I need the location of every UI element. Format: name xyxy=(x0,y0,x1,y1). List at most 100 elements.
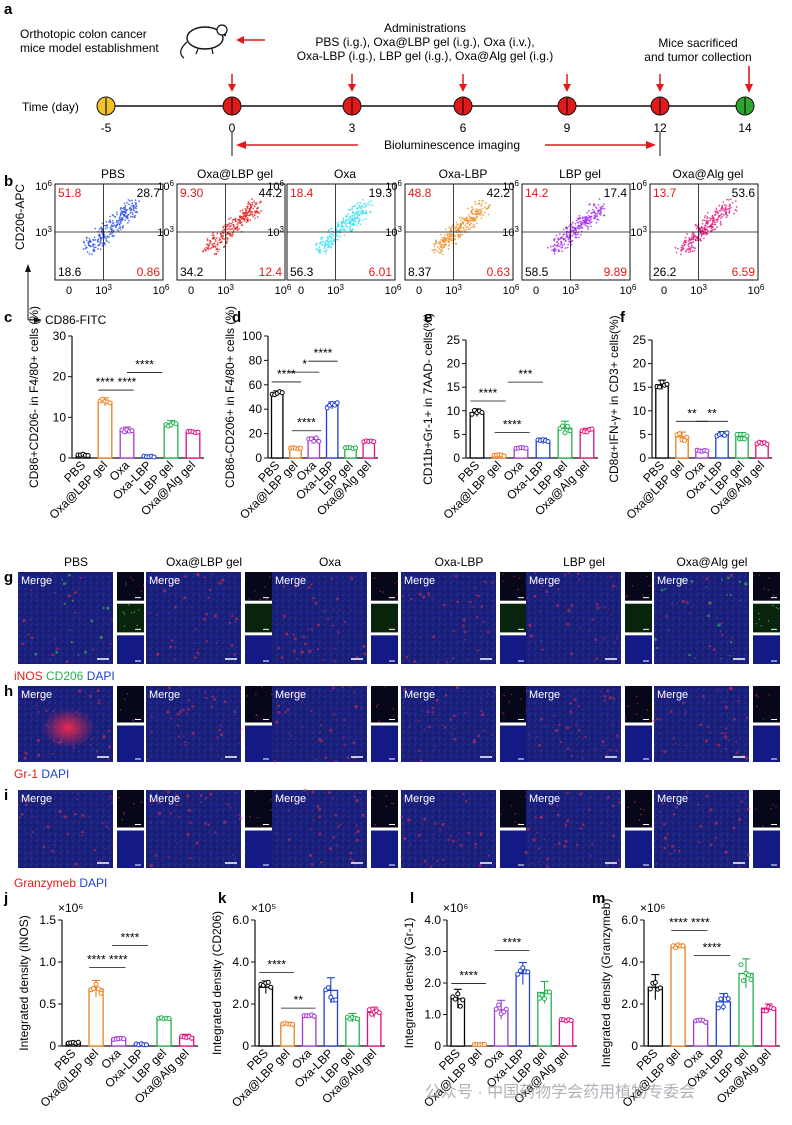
data-point xyxy=(143,1042,149,1048)
data-point xyxy=(129,428,135,434)
merge-label: Merge xyxy=(275,575,306,587)
flow-plot-title: Oxa xyxy=(334,167,356,181)
y-tick-label: 0 xyxy=(255,451,262,465)
sacrifice-line-2: and tumor collection xyxy=(644,50,751,64)
y-tick-label: 10 xyxy=(633,404,647,418)
chart-panel-j: j 0 0.5 1.0 1.5×10⁶ Integrated density (iNOS)… xyxy=(3,890,198,1110)
y-tick-label: 2.0 xyxy=(621,997,638,1011)
data-point xyxy=(718,996,724,1002)
channel-image xyxy=(371,790,398,828)
merge-label: Merge xyxy=(404,575,435,587)
imaging-label: Bioluminescence imaging xyxy=(384,138,520,152)
quadrant-ur-value: 28.7 xyxy=(137,186,161,200)
merge-image: Merge xyxy=(524,790,621,869)
data-point xyxy=(268,984,274,990)
significance-label: **** xyxy=(121,931,140,945)
bar xyxy=(185,431,201,459)
channel-image xyxy=(753,572,780,601)
data-point xyxy=(542,996,547,1002)
flow-plot-title: PBS xyxy=(101,167,125,181)
chart-panel-l: l 0 1.0 2.0 3.0 4.0×10⁶ Integrated density (Gr… xyxy=(402,890,577,1110)
timeline-day-label: 12 xyxy=(653,121,667,135)
timeline-nodes: -5 0 3 6 9 12 14 xyxy=(96,66,755,135)
data-point xyxy=(657,384,662,390)
bar xyxy=(655,384,669,459)
merge-image: Merge xyxy=(401,572,496,664)
merge-label: Merge xyxy=(529,575,560,587)
merge-label: Merge xyxy=(21,575,52,587)
y-tick-label: 0 xyxy=(631,1039,638,1053)
channel-image xyxy=(753,603,780,633)
significance-label: **** **** xyxy=(669,915,710,929)
significance-label: **** xyxy=(267,957,286,971)
y-tick-label: 10 xyxy=(447,404,461,418)
channel-image xyxy=(753,635,780,664)
flow-dot-cloud xyxy=(674,198,738,256)
channel-image xyxy=(117,603,144,633)
channel-image xyxy=(753,790,780,828)
flow-x-tick: 106 xyxy=(503,283,520,297)
bar xyxy=(156,1017,172,1047)
merge-image: Merge xyxy=(653,790,751,869)
y-tick-label: 10 xyxy=(53,410,67,424)
timeline-day-label: 14 xyxy=(738,121,752,135)
flow-x-tick: 0 xyxy=(661,285,667,297)
flow-x-tick: 103 xyxy=(445,283,462,297)
y-axis-label: CD86+CD206- in F4/80+ cells (%) xyxy=(27,306,41,488)
data-point xyxy=(355,1016,360,1022)
data-point xyxy=(682,438,687,443)
y-axis-label: Integrated density (Gr-1) xyxy=(402,918,416,1049)
flow-y-tick: 103 xyxy=(502,225,519,239)
merge-image: Merge xyxy=(18,790,114,869)
quadrant-ul-value: 9.30 xyxy=(180,186,204,200)
arrow-to-mouse-icon xyxy=(236,36,265,44)
merge-label: Merge xyxy=(275,689,306,701)
micrograph-title: Oxa-LBP xyxy=(435,555,484,569)
merge-label: Merge xyxy=(149,575,180,587)
data-point xyxy=(279,390,285,396)
channel-image xyxy=(500,603,527,633)
bar xyxy=(670,945,686,1047)
channel-image xyxy=(625,790,652,828)
channel-image xyxy=(753,725,780,762)
flow-x-tick: 103 xyxy=(562,283,579,297)
quadrant-lr-value: 6.59 xyxy=(732,265,756,279)
channel-image xyxy=(500,790,527,828)
admin-line-2: Oxa-LBP (i.g.), LBP gel (i.g.), Oxa@Alg … xyxy=(297,49,554,63)
flow-y-axis-label: CD206-APC xyxy=(13,184,27,250)
channel-image xyxy=(371,572,398,601)
panel-letter-e: e xyxy=(424,309,432,326)
channel-image xyxy=(753,686,780,723)
flow-dot-cloud xyxy=(431,199,492,256)
y-tick-label: 30 xyxy=(53,329,67,343)
data-point xyxy=(771,1006,777,1012)
channel-image xyxy=(625,686,652,723)
data-point xyxy=(725,996,731,1002)
data-point xyxy=(189,1035,195,1041)
data-point xyxy=(469,411,475,417)
channel-image xyxy=(625,635,652,664)
flow-y-tick: 106 xyxy=(35,179,52,193)
significance-label: ** xyxy=(707,406,717,420)
merge-image: Merge xyxy=(272,788,367,868)
timeline-day-label: 3 xyxy=(349,121,356,135)
bar xyxy=(579,429,595,459)
channel-image xyxy=(371,635,398,664)
merge-image: Merge xyxy=(146,790,243,868)
sacrifice-arrow-icon xyxy=(745,66,753,93)
significance-label: ** xyxy=(294,993,304,1007)
y-tick-label: 20 xyxy=(249,427,263,441)
bar xyxy=(325,404,339,459)
y-tick-label: 2.0 xyxy=(424,976,441,990)
significance-label: **** xyxy=(703,941,722,955)
bar xyxy=(88,988,104,1047)
channel-image xyxy=(371,725,398,762)
data-point xyxy=(515,971,521,977)
axis-exponent: ×10⁵ xyxy=(251,901,276,915)
data-point xyxy=(93,981,99,987)
quadrant-lr-value: 12.4 xyxy=(259,265,283,279)
channel-image xyxy=(245,686,272,723)
data-point xyxy=(311,438,317,444)
